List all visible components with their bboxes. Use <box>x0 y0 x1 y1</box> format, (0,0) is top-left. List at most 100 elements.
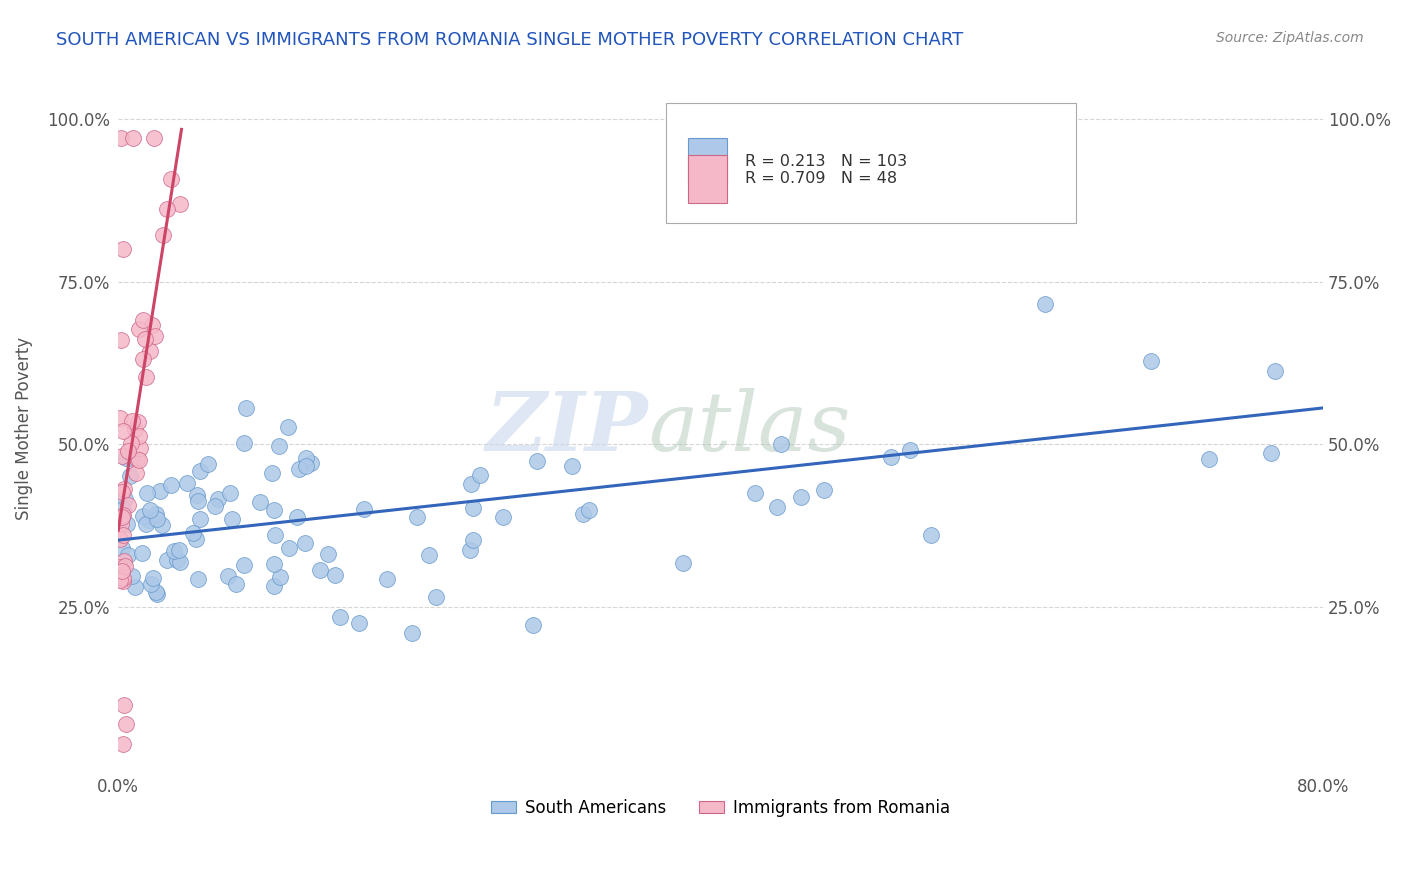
Point <box>124 422 146 436</box>
Point <box>110 131 132 145</box>
Point <box>108 560 131 574</box>
Point <box>129 441 152 455</box>
Point <box>169 196 191 211</box>
Point <box>148 483 170 498</box>
Point <box>572 507 595 521</box>
Point <box>135 516 157 531</box>
Point <box>111 737 134 751</box>
Point <box>278 541 301 555</box>
Point <box>181 526 204 541</box>
Point <box>125 466 148 480</box>
Point <box>167 542 190 557</box>
Point <box>110 333 132 347</box>
Point <box>1033 297 1056 311</box>
Point <box>143 328 166 343</box>
Point <box>187 572 209 586</box>
Point <box>145 508 167 522</box>
Point <box>267 439 290 453</box>
Point <box>766 500 789 514</box>
Point <box>672 556 695 570</box>
Point <box>122 451 145 466</box>
Text: R = 0.709   N = 48: R = 0.709 N = 48 <box>745 171 897 186</box>
Point <box>141 318 163 333</box>
Point <box>122 131 145 145</box>
Point <box>207 492 229 507</box>
Point <box>912 194 935 208</box>
Point <box>111 449 134 463</box>
Point <box>120 435 142 450</box>
Point <box>461 533 484 547</box>
Point <box>522 618 544 632</box>
Point <box>744 486 766 500</box>
Point <box>132 352 155 367</box>
Point <box>128 453 150 467</box>
Point <box>492 510 515 524</box>
Point <box>1264 363 1286 377</box>
Point <box>187 493 209 508</box>
Point <box>188 511 211 525</box>
Point <box>406 510 429 524</box>
Point <box>160 477 183 491</box>
Point <box>166 553 188 567</box>
Point <box>111 541 134 555</box>
Point <box>112 482 135 496</box>
Point <box>108 411 131 425</box>
Point <box>112 502 135 516</box>
Point <box>249 495 271 509</box>
Point <box>128 322 150 336</box>
Point <box>299 457 322 471</box>
Point <box>156 202 179 216</box>
Point <box>264 528 287 542</box>
Point <box>110 517 132 532</box>
Point <box>425 590 447 604</box>
Point <box>879 450 901 464</box>
FancyBboxPatch shape <box>688 154 727 202</box>
Point <box>110 514 132 528</box>
Point <box>526 454 548 468</box>
Point <box>110 569 132 583</box>
Point <box>197 457 219 471</box>
Point <box>111 485 134 500</box>
Point <box>120 468 142 483</box>
Point <box>145 587 167 601</box>
Point <box>219 486 242 500</box>
Point <box>138 513 160 527</box>
Point <box>204 499 226 513</box>
Point <box>117 548 139 562</box>
Point <box>117 499 139 513</box>
Point <box>139 577 162 591</box>
Point <box>112 698 135 712</box>
Point <box>145 512 167 526</box>
Point <box>108 573 131 587</box>
Point <box>461 500 484 515</box>
Point <box>156 553 179 567</box>
Point <box>132 313 155 327</box>
Point <box>898 443 921 458</box>
Point <box>578 503 600 517</box>
Point <box>217 569 239 583</box>
FancyBboxPatch shape <box>688 137 727 186</box>
Point <box>117 444 139 458</box>
Point <box>288 461 311 475</box>
Point <box>458 543 481 558</box>
Point <box>115 517 138 532</box>
Point <box>316 547 339 561</box>
Point <box>770 436 793 450</box>
Point <box>1260 446 1282 460</box>
Point <box>112 424 135 438</box>
Y-axis label: Single Mother Poverty: Single Mother Poverty <box>15 336 32 520</box>
Point <box>263 503 285 517</box>
Text: SOUTH AMERICAN VS IMMIGRANTS FROM ROMANIA SINGLE MOTHER POVERTY CORRELATION CHAR: SOUTH AMERICAN VS IMMIGRANTS FROM ROMANI… <box>56 31 963 49</box>
Point <box>225 577 247 591</box>
Point <box>329 609 352 624</box>
Point <box>111 564 134 578</box>
Point <box>128 429 150 443</box>
Legend: South Americans, Immigrants from Romania: South Americans, Immigrants from Romania <box>485 792 956 823</box>
Point <box>176 476 198 491</box>
Point <box>121 414 143 428</box>
Point <box>132 508 155 523</box>
Point <box>418 548 440 562</box>
Point <box>470 467 492 482</box>
Point <box>188 464 211 478</box>
Point <box>277 420 299 434</box>
